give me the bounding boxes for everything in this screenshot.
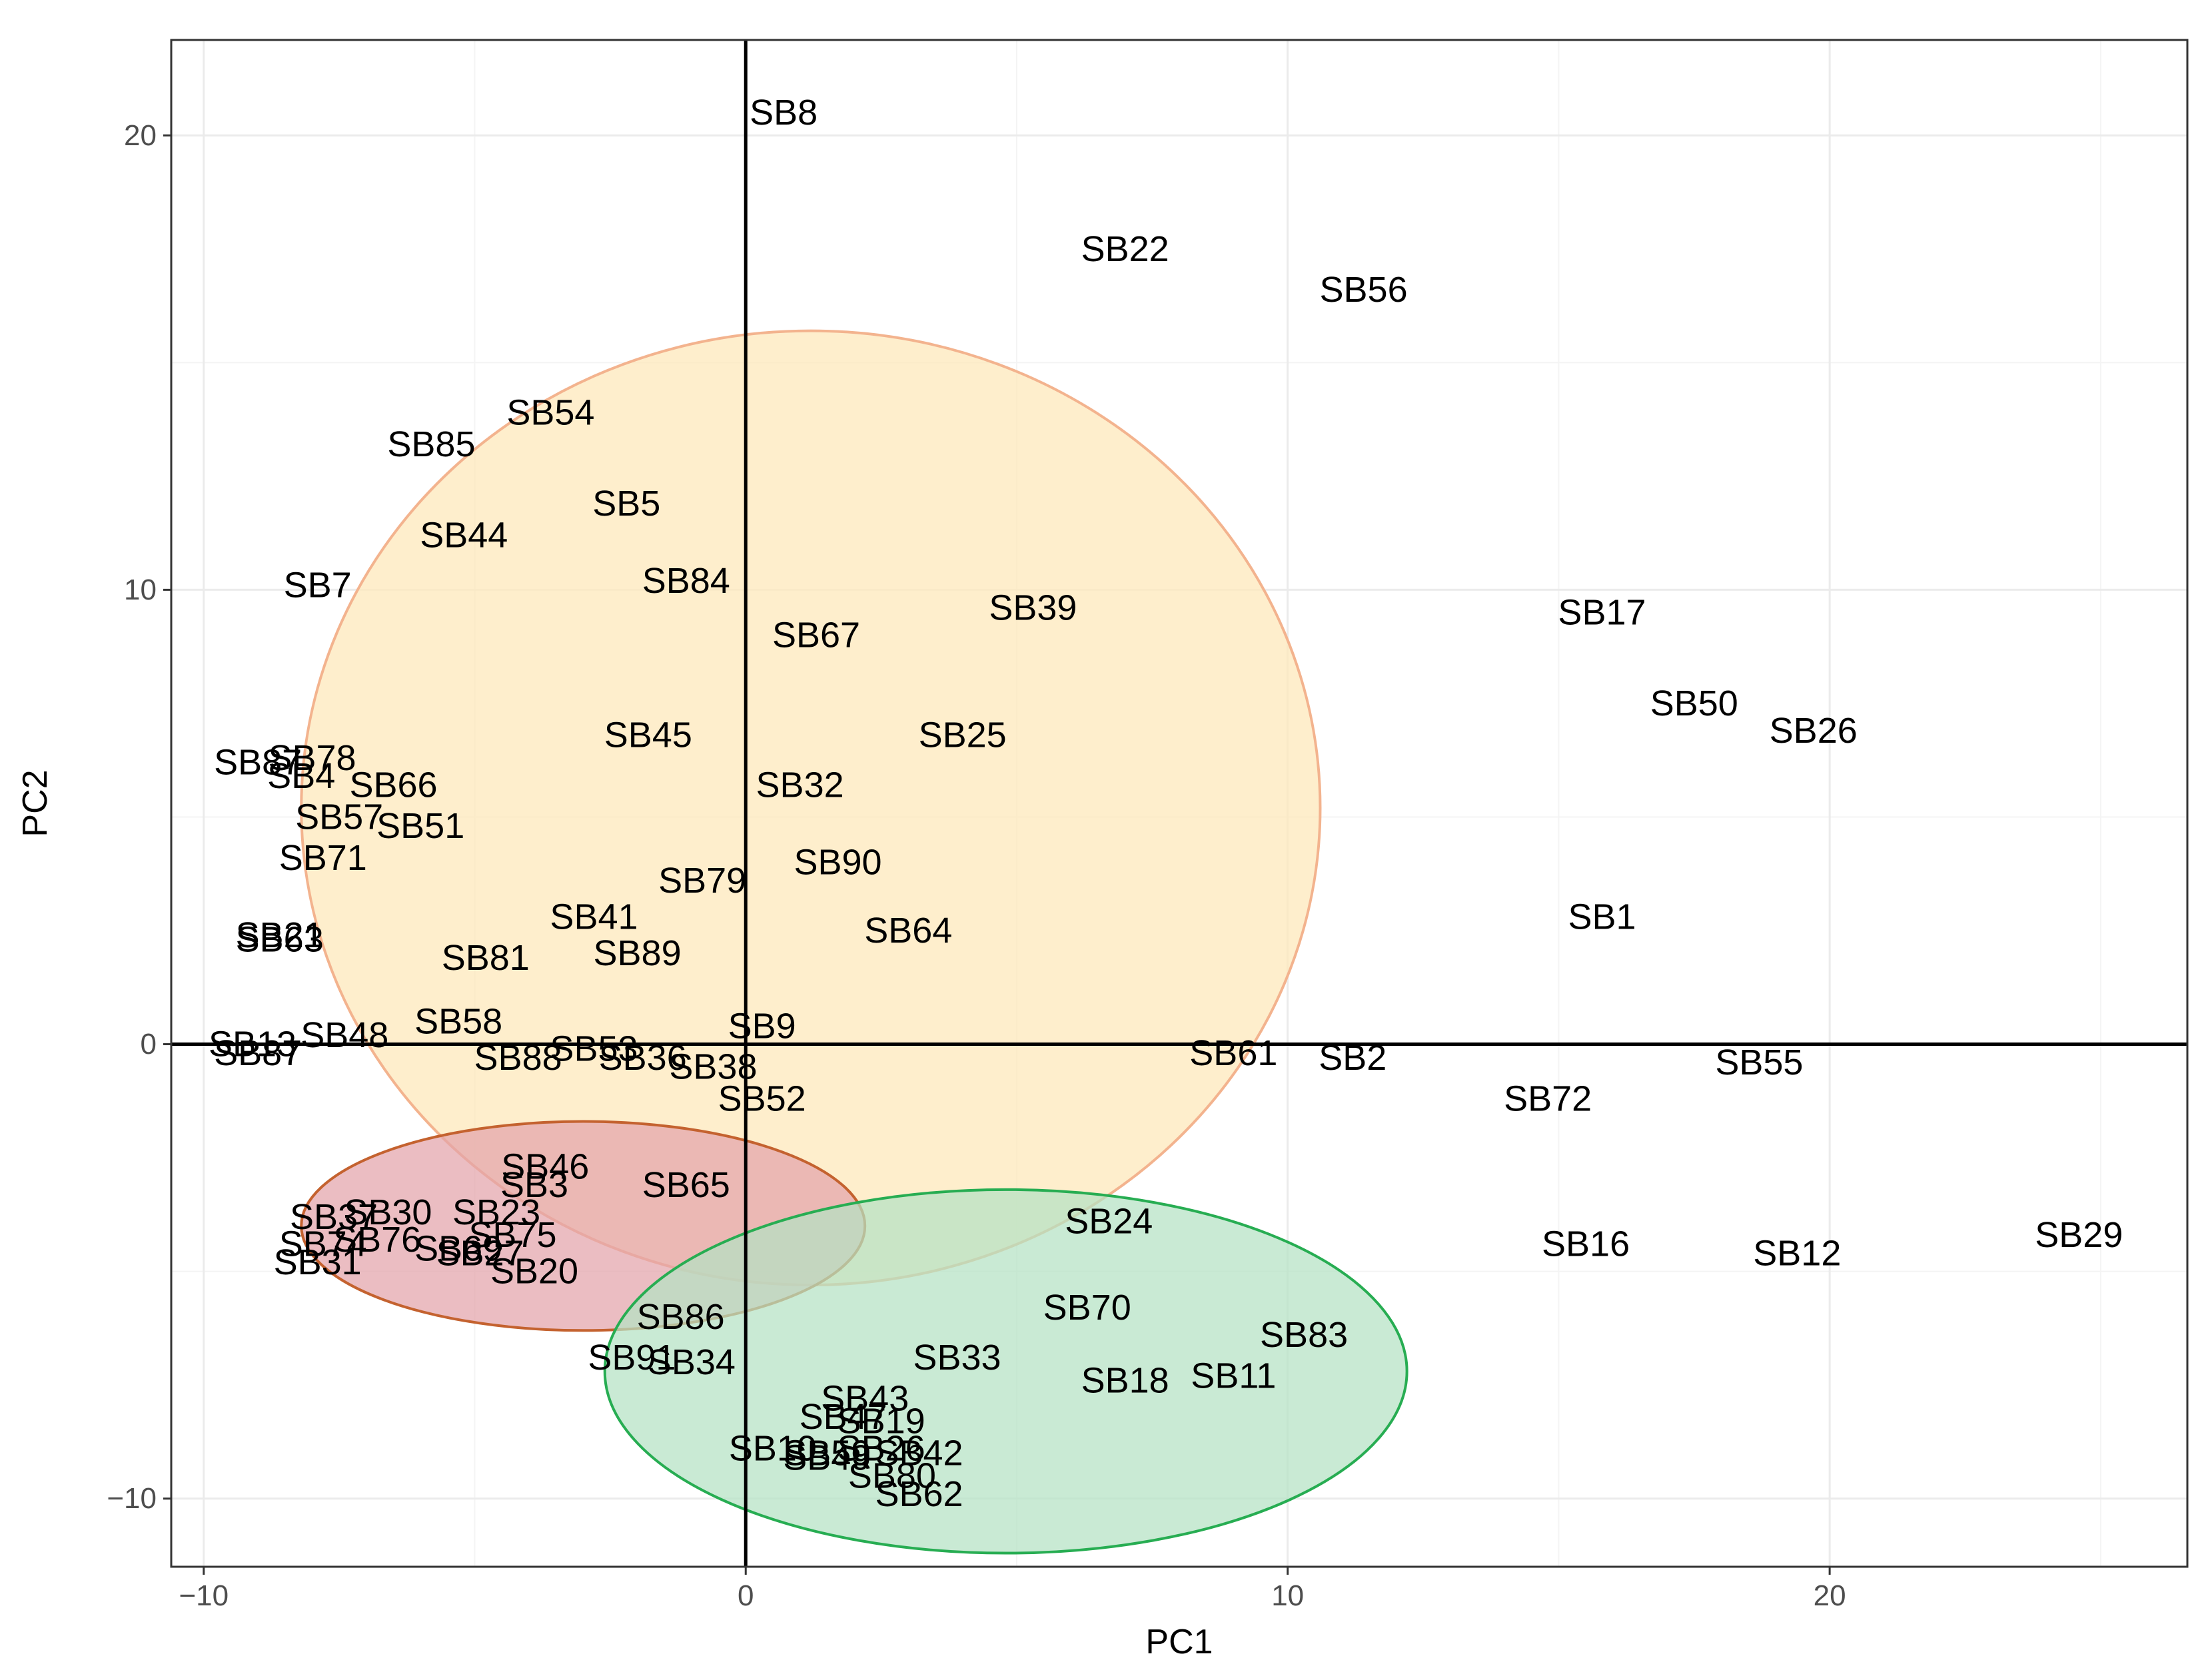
- point-label-sb17: SB17: [1558, 593, 1646, 633]
- point-label-sb58: SB58: [414, 1001, 502, 1041]
- x-tick-label: 0: [738, 1579, 754, 1612]
- point-label-sb69: SB69: [414, 1229, 502, 1269]
- point-label-sb38: SB38: [669, 1047, 757, 1087]
- point-label-sb74: SB74: [279, 1224, 367, 1264]
- y-tick-label: −10: [107, 1482, 157, 1515]
- point-label-sb29: SB29: [2035, 1215, 2123, 1255]
- point-label-sb43: SB43: [821, 1379, 909, 1419]
- point-label-sb53: SB53: [550, 1029, 638, 1068]
- point-label-sb36: SB36: [599, 1038, 687, 1078]
- y-axis-title: PC2: [16, 769, 55, 837]
- point-label-sb46: SB46: [501, 1147, 589, 1187]
- point-label-sb13: SB13: [209, 1025, 296, 1064]
- point-label-sb88: SB88: [474, 1038, 562, 1078]
- point-label-sb54: SB54: [506, 392, 594, 432]
- point-label-sb50: SB50: [1650, 683, 1738, 723]
- point-label-sb33: SB33: [913, 1338, 1001, 1378]
- point-label-sb55: SB55: [1715, 1042, 1803, 1082]
- point-label-sb12: SB12: [1753, 1233, 1841, 1273]
- point-label-sb61: SB61: [1189, 1033, 1277, 1073]
- point-label-sb66: SB66: [349, 765, 437, 805]
- point-label-sb62: SB62: [875, 1474, 963, 1514]
- point-label-sb86: SB86: [637, 1297, 725, 1337]
- point-label-sb64: SB64: [864, 911, 952, 951]
- point-label-sb84: SB84: [642, 561, 730, 601]
- panel-border: [170, 39, 2189, 1568]
- point-label-sb52: SB52: [718, 1078, 806, 1118]
- point-label-sb25: SB25: [919, 715, 1007, 755]
- point-label-sb22: SB22: [1081, 229, 1169, 269]
- point-label-sb91: SB91: [588, 1338, 676, 1378]
- point-label-sb30: SB30: [344, 1192, 432, 1232]
- point-label-sb31: SB31: [274, 1242, 362, 1282]
- point-label-sb90: SB90: [794, 843, 881, 883]
- point-label-sb85: SB85: [387, 424, 475, 464]
- point-label-sb47: SB47: [800, 1397, 887, 1437]
- point-label-sb37: SB37: [290, 1197, 378, 1237]
- point-label-sb32: SB32: [756, 765, 844, 805]
- point-label-sb49: SB49: [783, 1438, 871, 1477]
- point-label-sb39: SB39: [989, 588, 1077, 628]
- point-labels: SB8 SB22 SB56 SB54 SB85 SB5 SB44 SB7 SB84 SB67 SB3…: [209, 93, 2123, 1514]
- point-label-sb5: SB5: [592, 484, 660, 524]
- point-label-sb87: SB87: [214, 1033, 302, 1073]
- point-label-sb16: SB16: [1542, 1224, 1630, 1264]
- cluster-ellipses: [300, 329, 1408, 1555]
- point-label-sb42: SB42: [875, 1433, 963, 1473]
- point-label-sb10: SB10: [729, 1429, 817, 1469]
- point-label-sb9: SB9: [728, 1006, 796, 1046]
- point-label-sb75: SB75: [468, 1215, 556, 1255]
- point-label-sb89: SB89: [594, 933, 682, 973]
- axis-ticks: −10 0 10 20 −10 0 10 20: [107, 119, 1846, 1612]
- point-label-sb87: SB87: [214, 743, 302, 783]
- x-tick-label: 20: [1814, 1579, 1846, 1612]
- point-label-sb1: SB1: [1568, 897, 1636, 937]
- point-label-sb78: SB78: [268, 738, 356, 778]
- point-label-sb83: SB83: [1260, 1315, 1348, 1355]
- point-label-sb18: SB18: [1081, 1360, 1169, 1400]
- point-label-sb48: SB48: [300, 1015, 388, 1055]
- point-label-sb67: SB67: [772, 616, 860, 655]
- point-label-sb63: SB63: [236, 920, 324, 960]
- point-label-sb26: SB26: [837, 1429, 925, 1469]
- point-label-sb26: SB26: [1770, 711, 1858, 751]
- point-label-sb56: SB56: [1320, 270, 1408, 310]
- y-tick-label: 20: [124, 119, 157, 152]
- point-label-sb24: SB24: [1065, 1202, 1153, 1242]
- point-label-sb51: SB51: [376, 806, 464, 846]
- y-tick-label: 10: [124, 574, 157, 606]
- point-label-sb7: SB7: [284, 566, 352, 606]
- y-tick-label: 0: [141, 1028, 157, 1060]
- point-label-sb19: SB19: [837, 1402, 925, 1442]
- x-axis-title: PC1: [1145, 1623, 1213, 1661]
- point-label-sb72: SB72: [1504, 1078, 1592, 1118]
- point-label-sb71: SB71: [279, 838, 367, 878]
- x-tick-label: −10: [179, 1579, 229, 1612]
- cluster-3-ellipse: [603, 1188, 1408, 1555]
- point-label-sb79: SB79: [658, 861, 746, 901]
- point-label-sb34: SB34: [648, 1342, 736, 1382]
- point-label-sb3: SB3: [500, 1165, 568, 1205]
- point-label-sb2: SB2: [1319, 1038, 1386, 1078]
- point-label-sb4: SB4: [267, 756, 335, 796]
- point-label-sb80: SB80: [848, 1456, 936, 1496]
- point-label-sb44: SB44: [420, 516, 508, 556]
- point-label-sb70: SB70: [1043, 1288, 1131, 1328]
- reference-lines: [171, 40, 2187, 1567]
- point-label-sb76: SB76: [333, 1220, 421, 1260]
- point-label-sb59: SB59: [783, 1433, 871, 1473]
- point-label-sb65: SB65: [642, 1165, 730, 1205]
- point-label-sb11: SB11: [1191, 1356, 1276, 1396]
- point-label-sb8: SB8: [750, 93, 818, 133]
- x-tick-label: 10: [1271, 1579, 1304, 1612]
- point-label-sb81: SB81: [442, 938, 530, 978]
- point-label-sb41: SB41: [550, 897, 638, 937]
- point-label-sb20: SB20: [490, 1252, 578, 1292]
- point-label-sb23: SB23: [452, 1192, 540, 1232]
- point-label-sb21: SB21: [236, 915, 324, 955]
- point-label-sb27: SB27: [436, 1233, 524, 1273]
- point-label-sb45: SB45: [604, 715, 692, 755]
- point-label-sb57: SB57: [295, 797, 383, 837]
